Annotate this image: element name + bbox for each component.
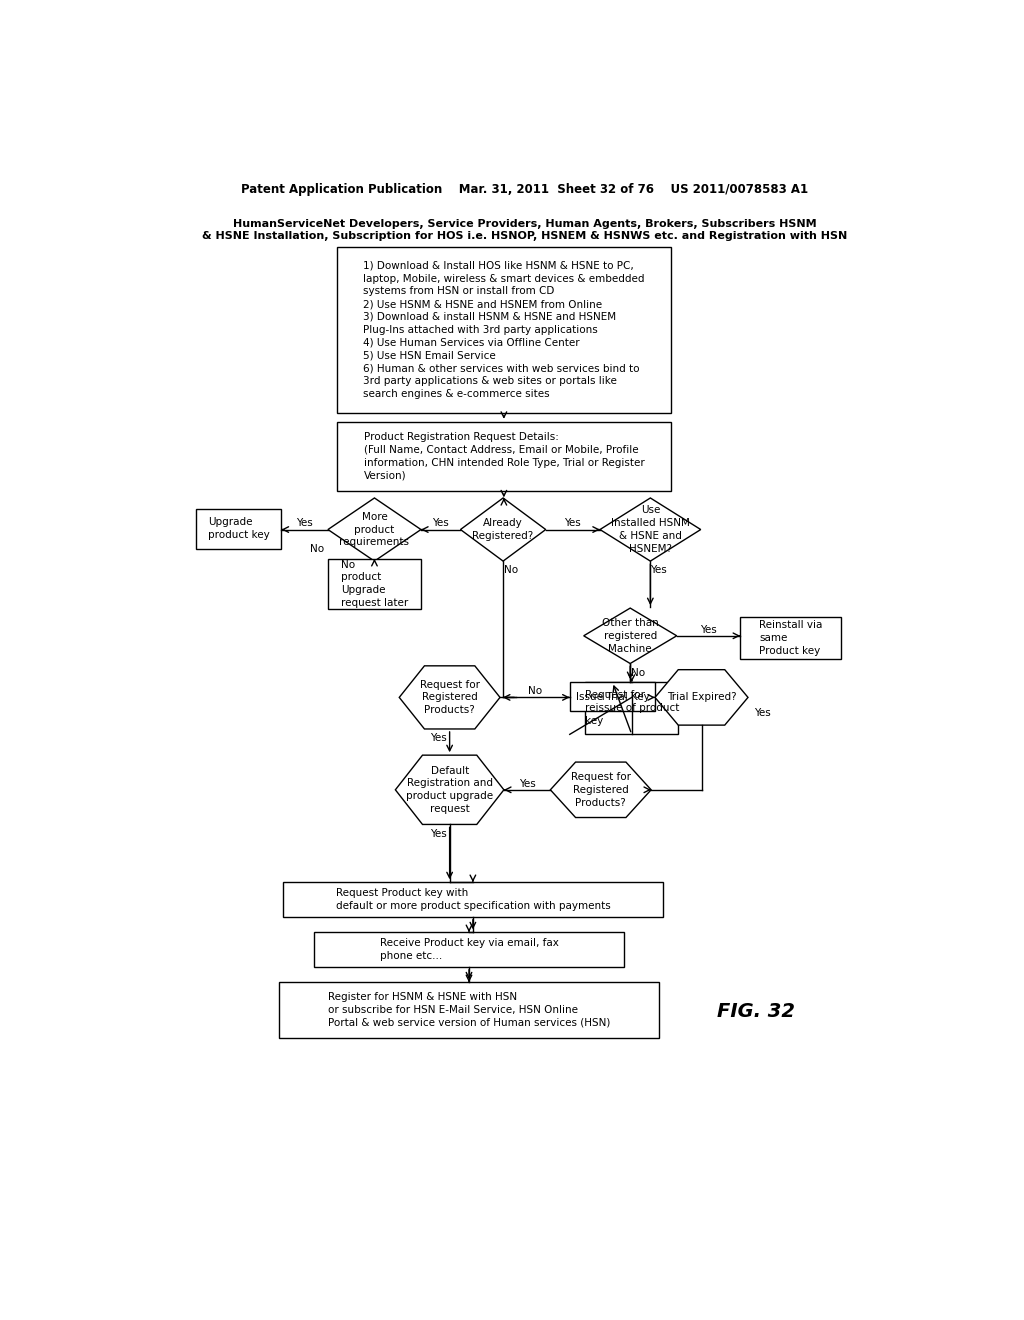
Text: Yes: Yes	[430, 733, 446, 743]
Text: Receive Product key via email, fax
phone etc...: Receive Product key via email, fax phone…	[380, 939, 558, 961]
FancyBboxPatch shape	[283, 882, 663, 917]
Text: 1) Download & Install HOS like HSNM & HSNE to PC,
laptop, Mobile, wireless & sma: 1) Download & Install HOS like HSNM & HS…	[364, 261, 645, 399]
Polygon shape	[395, 755, 504, 825]
Text: Yes: Yes	[700, 624, 717, 635]
FancyBboxPatch shape	[328, 558, 421, 609]
Text: More
product
requirements: More product requirements	[339, 512, 410, 548]
Text: Other than
registered
Machine: Other than registered Machine	[602, 618, 658, 653]
Polygon shape	[655, 669, 748, 725]
Text: Use
Installed HSNM
& HSNE and
HSNEM?: Use Installed HSNM & HSNE and HSNEM?	[611, 506, 690, 554]
FancyBboxPatch shape	[569, 682, 655, 711]
Polygon shape	[461, 498, 546, 561]
FancyBboxPatch shape	[337, 422, 671, 491]
Text: Request for
Registered
Products?: Request for Registered Products?	[420, 680, 479, 715]
Text: No: No	[504, 565, 518, 576]
Text: Yes: Yes	[564, 519, 582, 528]
Text: Yes: Yes	[296, 519, 313, 528]
Text: FIG. 32: FIG. 32	[717, 1002, 795, 1022]
Text: No: No	[631, 668, 645, 677]
Text: Request for
reissue of product
key: Request for reissue of product key	[585, 690, 679, 726]
Text: No: No	[527, 686, 542, 696]
Text: Request for
Registered
Products?: Request for Registered Products?	[570, 772, 631, 808]
Text: No
product
Upgrade
request later: No product Upgrade request later	[341, 560, 409, 609]
Text: Yes: Yes	[754, 708, 770, 718]
Polygon shape	[550, 762, 651, 817]
Text: Issue Trial Key: Issue Trial Key	[575, 692, 649, 702]
FancyBboxPatch shape	[337, 247, 671, 412]
Polygon shape	[328, 498, 421, 561]
Polygon shape	[584, 609, 677, 664]
Text: Trial Expired?: Trial Expired?	[667, 693, 736, 702]
Text: Yes: Yes	[519, 779, 536, 788]
Polygon shape	[600, 498, 700, 561]
Text: Already
Registered?: Already Registered?	[472, 519, 534, 541]
Text: HumanServiceNet Developers, Service Providers, Human Agents, Brokers, Subscriber: HumanServiceNet Developers, Service Prov…	[202, 219, 848, 240]
FancyBboxPatch shape	[197, 508, 282, 549]
FancyBboxPatch shape	[280, 982, 658, 1038]
Text: Product Registration Request Details:
(Full Name, Contact Address, Email or Mobi: Product Registration Request Details: (F…	[364, 432, 644, 480]
Text: Yes: Yes	[430, 829, 446, 838]
Text: Request Product key with
default or more product specification with payments: Request Product key with default or more…	[336, 888, 610, 911]
FancyBboxPatch shape	[586, 682, 678, 734]
Text: Register for HSNM & HSNE with HSN
or subscribe for HSN E-Mail Service, HSN Onlin: Register for HSNM & HSNE with HSN or sub…	[328, 993, 610, 1028]
Text: Reinstall via
same
Product key: Reinstall via same Product key	[759, 620, 822, 656]
FancyBboxPatch shape	[740, 616, 841, 659]
Text: Yes: Yes	[432, 519, 450, 528]
Polygon shape	[399, 665, 500, 729]
Text: Patent Application Publication    Mar. 31, 2011  Sheet 32 of 76    US 2011/00785: Patent Application Publication Mar. 31, …	[242, 182, 808, 195]
Text: Upgrade
product key: Upgrade product key	[208, 517, 269, 540]
Text: No: No	[310, 544, 325, 554]
Text: Default
Registration and
product upgrade
request: Default Registration and product upgrade…	[407, 766, 494, 814]
Text: Yes: Yes	[649, 565, 667, 576]
FancyBboxPatch shape	[314, 932, 624, 966]
